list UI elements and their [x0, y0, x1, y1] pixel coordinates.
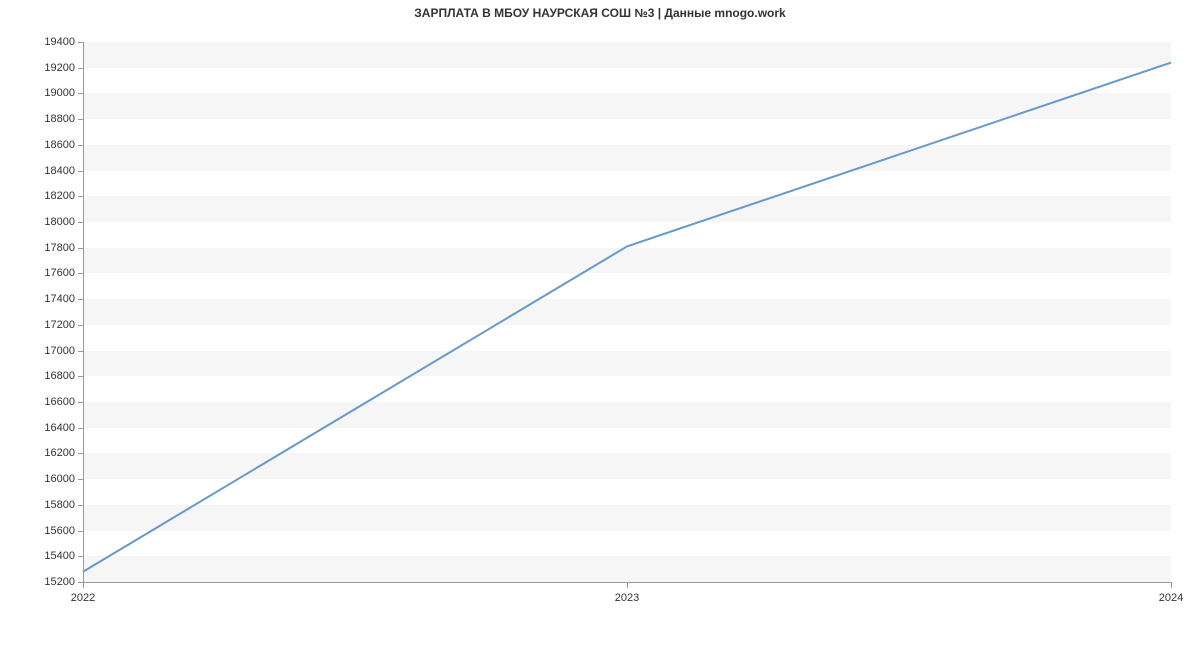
y-tick-label: 17200	[15, 319, 75, 331]
x-tick-mark	[83, 582, 84, 588]
y-tick-label: 16400	[15, 422, 75, 434]
y-tick-label: 19400	[15, 36, 75, 48]
y-tick-label: 18400	[15, 165, 75, 177]
y-tick-label: 15200	[15, 576, 75, 588]
x-tick-label: 2024	[1159, 592, 1183, 604]
y-tick-label: 15600	[15, 525, 75, 537]
y-tick-label: 19200	[15, 62, 75, 74]
x-tick-label: 2022	[71, 592, 95, 604]
y-tick-label: 16200	[15, 447, 75, 459]
plot-area: 1520015400156001580016000162001640016600…	[83, 42, 1171, 582]
y-tick-label: 17400	[15, 293, 75, 305]
y-tick-label: 16800	[15, 370, 75, 382]
series-line	[83, 42, 1171, 582]
y-tick-label: 17800	[15, 242, 75, 254]
salary-chart: ЗАРПЛАТА В МБОУ НАУРСКАЯ СОШ №3 | Данные…	[0, 0, 1200, 650]
y-tick-label: 16600	[15, 396, 75, 408]
y-tick-label: 15400	[15, 550, 75, 562]
y-tick-label: 17600	[15, 267, 75, 279]
x-tick-mark	[1171, 582, 1172, 588]
y-tick-label: 18600	[15, 139, 75, 151]
y-tick-label: 18800	[15, 113, 75, 125]
x-tick-label: 2023	[615, 592, 639, 604]
y-tick-label: 18200	[15, 190, 75, 202]
y-tick-label: 18000	[15, 216, 75, 228]
y-tick-label: 17000	[15, 345, 75, 357]
y-tick-label: 15800	[15, 499, 75, 511]
chart-title: ЗАРПЛАТА В МБОУ НАУРСКАЯ СОШ №3 | Данные…	[0, 6, 1200, 20]
y-tick-label: 16000	[15, 473, 75, 485]
x-tick-mark	[627, 582, 628, 588]
y-tick-label: 19000	[15, 87, 75, 99]
